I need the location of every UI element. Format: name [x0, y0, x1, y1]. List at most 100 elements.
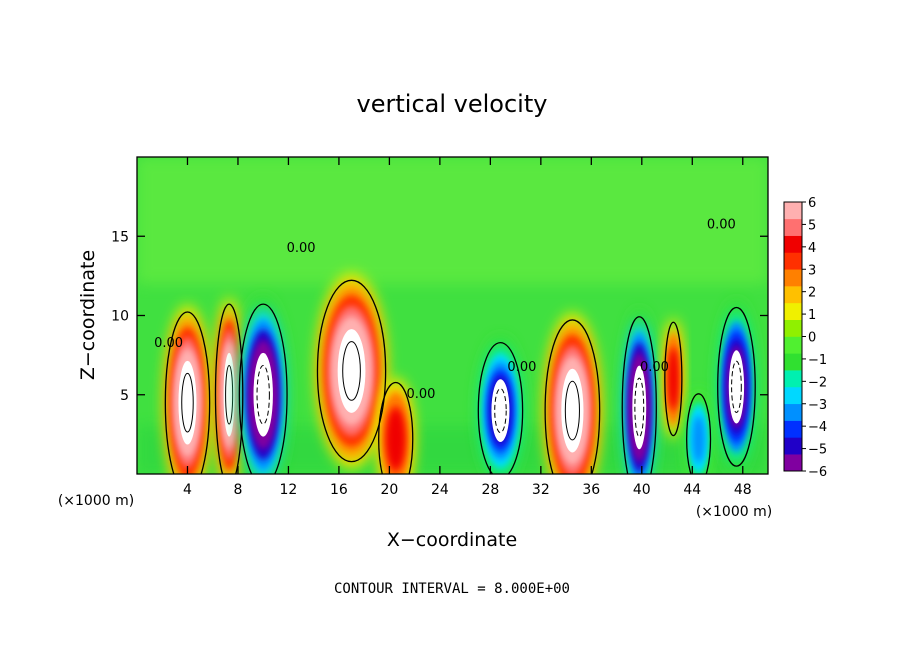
velocity-cell [378, 378, 414, 474]
colorbar-label: −6 [808, 465, 827, 480]
velocity-cell [164, 305, 211, 474]
cell-contour [181, 372, 194, 433]
zero-contour [544, 319, 601, 474]
velocity-cell [544, 312, 601, 474]
contour-label: 0.00 [406, 387, 435, 402]
colorbar-swatch [784, 202, 802, 220]
x-tick-label: 4 [183, 482, 192, 498]
x-tick-label: 20 [380, 482, 398, 498]
colorbar-swatch [784, 437, 802, 455]
contour-label: 0.00 [287, 241, 316, 256]
zero-contour [238, 303, 288, 474]
contour-label: 0.00 [154, 336, 183, 351]
velocity-cell [214, 297, 244, 474]
x-tick-label: 36 [582, 482, 600, 498]
velocity-cells [164, 273, 756, 474]
plot-area: 0.00 0.00 0.00 0.00 0.00 0.00 [137, 157, 768, 474]
velocity-cell [621, 309, 657, 474]
cell-core [561, 368, 584, 453]
velocity-cell [686, 390, 711, 474]
velocity-cell [717, 301, 756, 473]
cell-contour [731, 360, 742, 413]
contour-labels: 0.00 0.00 0.00 0.00 0.00 0.00 [154, 217, 736, 402]
x-unit-left: (×1000 m) [58, 493, 134, 509]
velocity-cell [664, 317, 683, 440]
cell-core [337, 329, 366, 413]
zero-contour [664, 321, 683, 437]
x-tick-label: 24 [431, 482, 449, 498]
zero-contour [214, 303, 244, 474]
velocity-cell [477, 337, 524, 474]
colorbar-swatch [784, 302, 802, 320]
x-tick-label: 28 [481, 482, 499, 498]
x-tick-label: 32 [532, 482, 550, 498]
x-unit-right: (×1000 m) [696, 504, 772, 520]
cell-level-5 [669, 350, 678, 408]
colorbar-label: −2 [808, 375, 827, 390]
contour-interval-note: CONTOUR INTERVAL = 8.000E+00 [334, 581, 570, 597]
cell-contour [256, 364, 270, 425]
colorbar-swatch [784, 286, 802, 304]
contour-label: 0.00 [640, 360, 669, 375]
colorbar-label: −4 [808, 420, 827, 435]
x-axis-label: X−coordinate [387, 529, 517, 551]
zero-contour [621, 316, 657, 474]
colorbar-label: 5 [808, 218, 816, 233]
velocity-cell [316, 273, 387, 469]
cell-contour [342, 341, 361, 401]
colorbar-label: −1 [808, 353, 827, 368]
y-tick-label: 15 [111, 229, 129, 245]
colorbar-swatch [784, 420, 802, 438]
cell-contour [494, 388, 507, 434]
colorbar-label: 3 [808, 263, 816, 278]
cell-core [491, 379, 510, 442]
colorbar-swatch [784, 336, 802, 354]
x-tick-label: 48 [734, 482, 752, 498]
colorbar-swatch [784, 454, 802, 472]
contour-label: 0.00 [507, 360, 536, 375]
chart-title: vertical velocity [357, 90, 548, 118]
colorbar-swatch [784, 353, 802, 371]
velocity-cell [238, 297, 288, 474]
upper-shading [137, 157, 768, 284]
colorbar-swatch [784, 370, 802, 388]
zero-contour [378, 381, 414, 474]
y-axis-ticks: 5 10 15 [111, 229, 768, 404]
colorbar-label: 4 [808, 241, 816, 256]
cell-core [253, 352, 273, 437]
contour-label: 0.00 [707, 217, 736, 232]
x-tick-label: 40 [633, 482, 651, 498]
colorbar-label: 2 [808, 286, 816, 301]
colorbar-label: 6 [808, 196, 816, 211]
zero-contours [164, 279, 756, 474]
colorbar-swatch [784, 235, 802, 253]
colorbar-swatch [784, 386, 802, 405]
colorbar-swatch [784, 218, 802, 236]
cell-contour [225, 364, 234, 425]
zero-contour [686, 393, 712, 474]
colorbar-label: 0 [808, 331, 816, 346]
colorbar-swatch [784, 269, 802, 287]
x-tick-label: 12 [280, 482, 298, 498]
zero-contour [164, 311, 211, 474]
y-tick-label: 10 [111, 309, 129, 325]
colorbar-label: −5 [808, 443, 827, 458]
colorbar-swatch [784, 252, 802, 270]
x-axis-ticks: 4 8 12 16 20 24 28 32 36 40 44 48 [183, 157, 752, 498]
colorbar-label: 1 [808, 308, 816, 323]
x-tick-label: 44 [683, 482, 701, 498]
y-axis-label: Z−coordinate [77, 250, 99, 380]
colorbar-label: −3 [808, 398, 827, 413]
y-tick-label: 5 [120, 388, 129, 404]
cell-contour [564, 380, 580, 441]
x-tick-label: 16 [330, 482, 348, 498]
colorbar-swatch [784, 403, 802, 421]
zero-contour [717, 306, 756, 467]
cell-level-5 [692, 416, 705, 463]
cell-contour [634, 377, 645, 438]
colorbar: 6 5 4 3 2 1 0 −1 −2 −3 −4 −5 −6 [783, 196, 827, 480]
x-tick-label: 8 [233, 482, 242, 498]
zero-contour [316, 279, 387, 463]
colorbar-swatch [784, 319, 802, 337]
